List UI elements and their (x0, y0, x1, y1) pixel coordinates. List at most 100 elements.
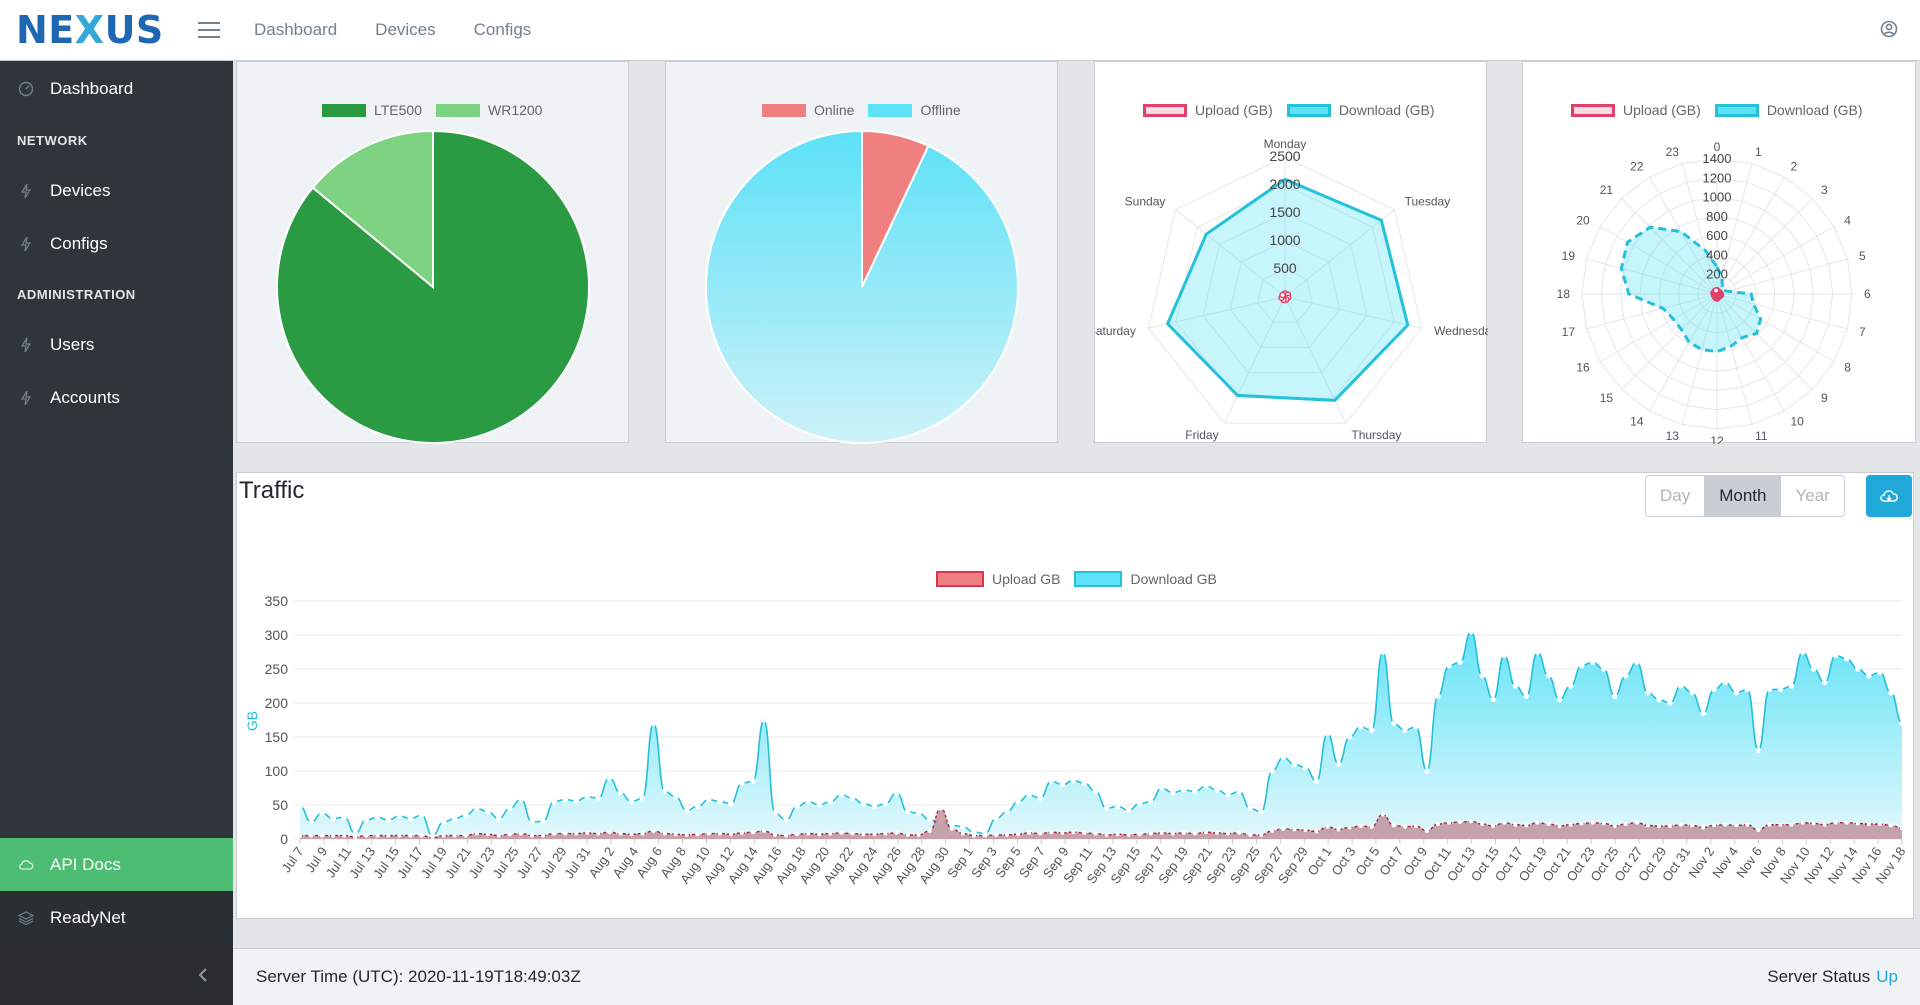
download-point (871, 803, 878, 810)
sidebar-item-readynet[interactable]: ReadyNet (0, 891, 233, 944)
download-point (1401, 727, 1408, 734)
legend-swatch (868, 103, 913, 117)
upload-point (386, 833, 391, 838)
sidebar-item-label: API Docs (50, 854, 121, 874)
download-point (915, 810, 922, 817)
sidebar: Dashboard NETWORK Devices Configs ADMINI… (0, 61, 233, 1005)
download-point (893, 789, 900, 796)
download-area (300, 631, 1902, 839)
download-point (1225, 791, 1231, 798)
download-point (374, 814, 381, 821)
upload-point (1612, 824, 1617, 829)
sidebar-item-dashboard[interactable]: Dashboard (0, 61, 233, 116)
sidebar-item-api-docs[interactable]: API Docs (0, 838, 233, 891)
download-point (1313, 778, 1320, 785)
sidebar-minimizer[interactable] (0, 944, 233, 1005)
download-point (1335, 761, 1342, 768)
download-point (794, 803, 801, 810)
upload-point (1347, 825, 1352, 830)
radar-tick-label: 800 (1706, 209, 1728, 224)
upload-point (795, 832, 800, 837)
upload-point (817, 832, 822, 837)
download-point (1821, 679, 1828, 686)
sidebar-item-accounts[interactable]: Accounts (0, 371, 233, 424)
download-point (1866, 672, 1872, 679)
y-tick-label: 350 (265, 593, 289, 609)
radar-axis-label: 0 (1714, 140, 1721, 154)
brand-logo[interactable]: NEXUS (0, 0, 181, 61)
legend-swatch (1714, 103, 1759, 117)
radar-axis-label: 13 (1666, 429, 1680, 443)
upload-point (463, 833, 468, 838)
download-point (1490, 696, 1497, 703)
range-month-button[interactable]: Month (1704, 476, 1781, 516)
upload-point (728, 832, 733, 837)
top-nav-dashboard[interactable]: Dashboard (254, 20, 338, 39)
radar-spoke (1621, 198, 1718, 295)
download-point (783, 817, 789, 823)
radar-spoke (1284, 296, 1422, 329)
download-point (440, 819, 447, 825)
x-tick-label: Jul 31 (561, 844, 593, 881)
sidebar-item-label: Users (50, 334, 95, 354)
radar-spoke (1716, 163, 1753, 295)
upload-point (1093, 831, 1098, 836)
download-point (1501, 652, 1508, 659)
range-day-button[interactable]: Day (1646, 476, 1705, 516)
download-point (1711, 686, 1718, 693)
radar-axis-label: 10 (1791, 414, 1805, 428)
radar-series (1165, 177, 1410, 402)
download-point (1103, 805, 1110, 812)
radar-tick-label: 500 (1273, 260, 1297, 276)
radar-spoke (1599, 293, 1718, 362)
radar-tick-label: 1000 (1269, 232, 1300, 248)
sidebar-item-configs[interactable]: Configs (0, 217, 233, 270)
range-year-button[interactable]: Year (1780, 476, 1844, 516)
top-nav-devices[interactable]: Devices (375, 20, 436, 39)
download-point (1843, 655, 1850, 662)
download-point (1390, 720, 1397, 727)
sidebar-item-users[interactable]: Users (0, 318, 233, 371)
download-point (1589, 659, 1596, 666)
chevron-left-icon (198, 967, 207, 982)
upload-point (1104, 832, 1109, 837)
upload-point (574, 831, 579, 836)
upload-point (1115, 832, 1120, 837)
legend-swatch (1571, 103, 1615, 117)
radar-series (1619, 225, 1763, 354)
upload-point (1369, 824, 1374, 829)
radar-spoke (1284, 296, 1347, 424)
radar-tick-label: 1200 (1703, 170, 1732, 185)
upload-point (1148, 831, 1153, 836)
top-nav-configs[interactable]: Configs (473, 20, 532, 39)
download-point (529, 819, 535, 825)
legend-swatch (936, 571, 984, 587)
upload-point (1170, 831, 1175, 836)
upload-point (982, 833, 987, 838)
y-tick-label: 0 (280, 831, 288, 847)
user-account-icon[interactable] (1880, 20, 1898, 38)
legend-swatch (436, 103, 480, 117)
upload-point (1270, 828, 1275, 833)
sidebar-item-devices[interactable]: Devices (0, 164, 233, 217)
radar-spoke (1681, 163, 1718, 295)
download-point (761, 717, 767, 723)
upload-point (662, 831, 667, 836)
legend-label: Online (814, 102, 855, 118)
radar-spoke (1716, 293, 1753, 425)
upload-point (651, 828, 656, 833)
traffic-card: Traffic Day Month Year Upload GB Downloa… (236, 472, 1914, 919)
download-point (484, 808, 491, 815)
radar-grid (1257, 268, 1313, 323)
radar-axis-label: Wednesday (1434, 324, 1488, 338)
download-cloud-button[interactable] (1866, 475, 1912, 517)
sidebar-toggle-icon[interactable] (198, 10, 234, 50)
download-point (1600, 666, 1607, 672)
legend-label: Upload GB (992, 571, 1061, 587)
x-tick-label: Oct 5 (1352, 844, 1382, 878)
download-point (1777, 686, 1784, 693)
upload-point (1126, 832, 1131, 837)
download-point (1048, 778, 1055, 785)
radar-spoke (1649, 293, 1718, 412)
